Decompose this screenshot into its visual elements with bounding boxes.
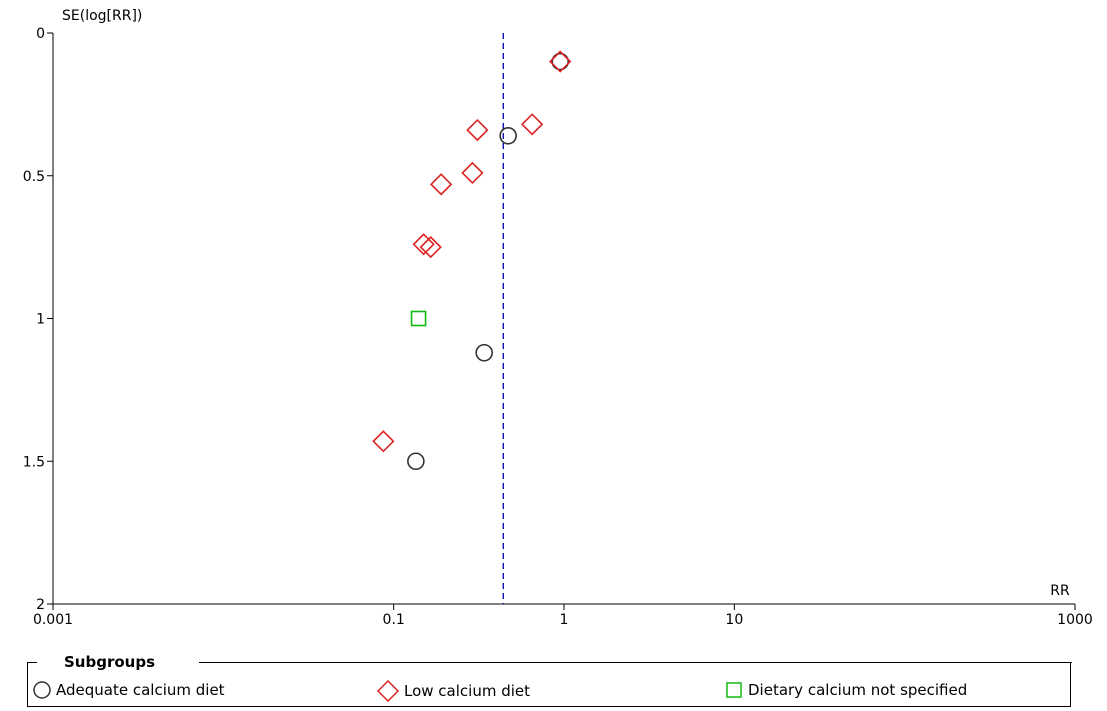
circle-marker-icon [33,681,51,699]
legend-circle [33,681,51,699]
y-tick-label: 0.5 [23,169,45,185]
square-marker-icon [726,682,742,698]
y-tick-label: 1 [36,312,45,328]
y-tick-label: 0 [36,26,45,42]
y-tick-label: 2 [36,597,45,613]
legend-border-left [27,662,28,707]
data-point-diamond [430,173,453,196]
legend-border-top-left [27,662,37,663]
data-point-diamond [461,161,484,185]
legend-diamond [376,680,400,702]
data-point-circle [551,52,570,71]
data-point-circle [475,343,493,362]
x-tick-label: 0.1 [383,612,405,628]
legend-item-low-calcium: Low calcium diet [376,680,530,702]
x-tick-label: 1 [560,612,569,628]
legend-label: Adequate calcium diet [56,681,225,699]
data-point-circle [407,452,425,471]
x-tick-label: 1000 [1057,612,1093,628]
legend-item-calcium-not-specified: Dietary calcium not specified [724,680,967,700]
x-tick-label: 10 [725,612,743,628]
data-points [372,50,572,471]
legend-title: Subgroups [62,653,158,671]
y-tick-label: 1.5 [23,454,45,470]
x-ticks: 0.001 0.1 1 10 1000 [33,604,1093,628]
data-point-diamond [521,113,544,136]
data-point-square [410,310,427,327]
diamond-marker-icon [376,680,400,702]
legend-item-adequate-calcium: Adequate calcium diet [32,680,225,700]
funnel-plot: 0.001 0.1 1 10 1000 0 0.5 1 1.5 2 SE(log[RR]) RR [23,8,1093,628]
data-point-diamond [412,233,435,256]
y-axis-label: SE(log[RR]) [62,8,142,24]
data-point-diamond [419,235,442,259]
legend-border-top-right [199,662,1072,663]
x-axis-label: RR [1050,583,1070,599]
data-point-diamond [372,430,395,453]
data-point-diamond [466,118,489,142]
legend-label: Dietary calcium not specified [748,681,968,699]
y-ticks: 0 0.5 1 1.5 2 [23,26,53,613]
data-point-diamond [549,50,572,73]
data-point-circle [499,126,517,145]
x-tick-label: 0.001 [33,612,73,628]
plot-area: 0.001 0.1 1 10 1000 0 0.5 1 1.5 2 SE(log[RR]) RR [23,8,1093,628]
legend-label: Low calcium diet [404,682,531,700]
legend-square [726,682,742,698]
